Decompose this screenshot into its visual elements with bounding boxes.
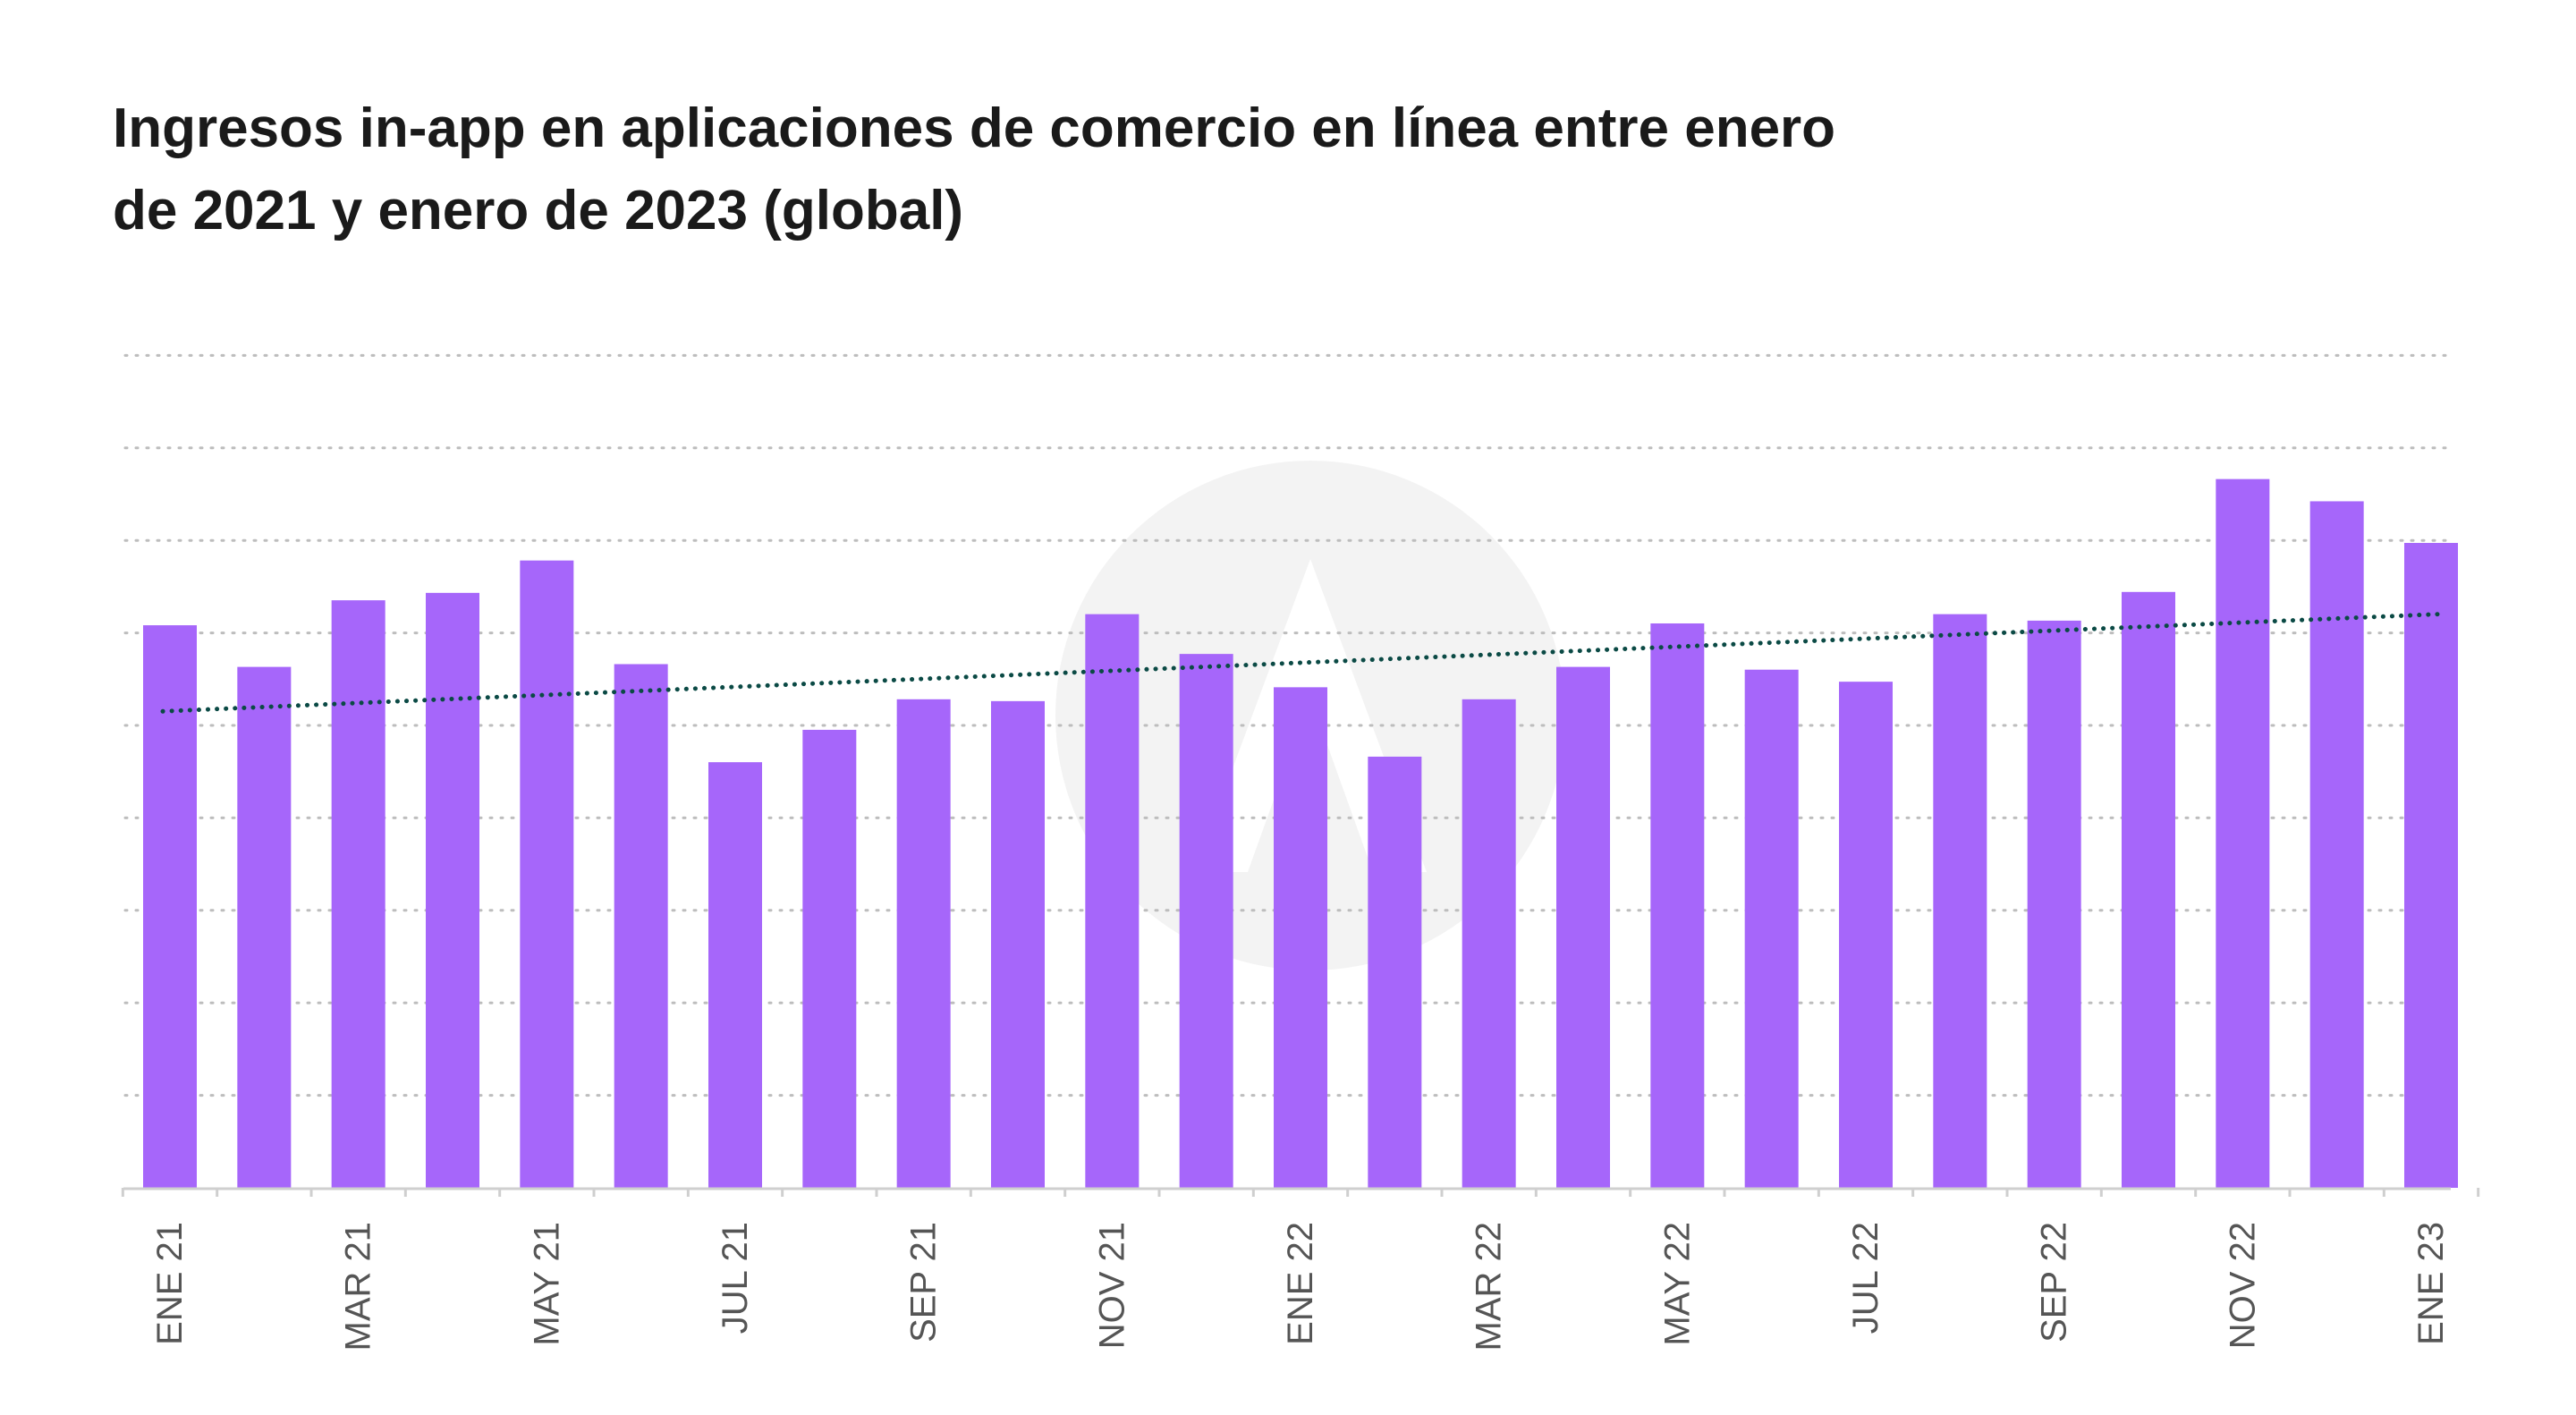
x-tick-labels: ENE 21 MAR 21 MAY 21 JUL 21 SEP 21 NOV 21 ENE …	[150, 1222, 2451, 1351]
bar-nov-22	[2216, 479, 2270, 1188]
bar-dic-21	[1179, 654, 1233, 1188]
chart-title-line-1: Ingresos in-app en aplicaciones de comer…	[113, 97, 1836, 159]
x-tick-label: JUL 22	[1846, 1222, 1885, 1334]
bar-feb-21	[237, 666, 292, 1188]
bar-jun-22	[1744, 669, 1799, 1188]
gridlines	[123, 353, 2453, 1097]
x-tick-label: SEP 22	[2035, 1222, 2074, 1343]
bar-mar-22	[1462, 699, 1516, 1188]
bar-ene-22	[1274, 687, 1327, 1188]
bar-oct-21	[991, 700, 1045, 1188]
x-tick-label: MAY 22	[1657, 1222, 1697, 1346]
x-tick-label: MAR 22	[1470, 1222, 1509, 1351]
bar-ago-22	[1933, 614, 1987, 1188]
bar-oct-22	[2122, 591, 2175, 1188]
bar-jun-21	[614, 664, 668, 1188]
trendline	[160, 612, 2441, 714]
bar-ene-23	[2404, 542, 2458, 1188]
x-axis	[121, 1187, 2480, 1197]
chart-title-line-2: de 2021 y enero de 2023 (global)	[113, 180, 964, 241]
bar-jul-22	[1839, 682, 1893, 1188]
x-tick-label: NOV 22	[2223, 1222, 2262, 1349]
bar-sep-21	[896, 699, 951, 1188]
x-tick-label: ENE 23	[2411, 1222, 2451, 1345]
x-tick-label: JUL 21	[716, 1222, 755, 1334]
bars	[143, 479, 2458, 1188]
x-tick-label: NOV 21	[1092, 1222, 1131, 1349]
x-tick-label: ENE 22	[1281, 1222, 1320, 1345]
bar-abr-21	[426, 592, 479, 1188]
bar-may-22	[1650, 623, 1705, 1188]
x-tick-label: MAR 21	[339, 1222, 378, 1351]
bar-sep-22	[2027, 620, 2081, 1188]
bar-dic-22	[2309, 501, 2364, 1188]
bar-ene-21	[143, 625, 197, 1188]
chart-title: Ingresos in-app en aplicaciones de comer…	[113, 88, 2259, 252]
bar-abr-22	[1556, 666, 1610, 1188]
x-tick-label: ENE 21	[150, 1222, 190, 1345]
bar-nov-21	[1085, 614, 1140, 1188]
x-tick-label: MAY 21	[527, 1222, 566, 1346]
bar-ago-21	[802, 729, 857, 1188]
x-tick-label: SEP 21	[904, 1222, 944, 1343]
bar-feb-22	[1368, 756, 1422, 1188]
trendline-group	[160, 612, 2441, 714]
bar-mar-21	[331, 600, 386, 1188]
bar-may-21	[520, 560, 574, 1188]
bar-jul-21	[708, 762, 762, 1188]
